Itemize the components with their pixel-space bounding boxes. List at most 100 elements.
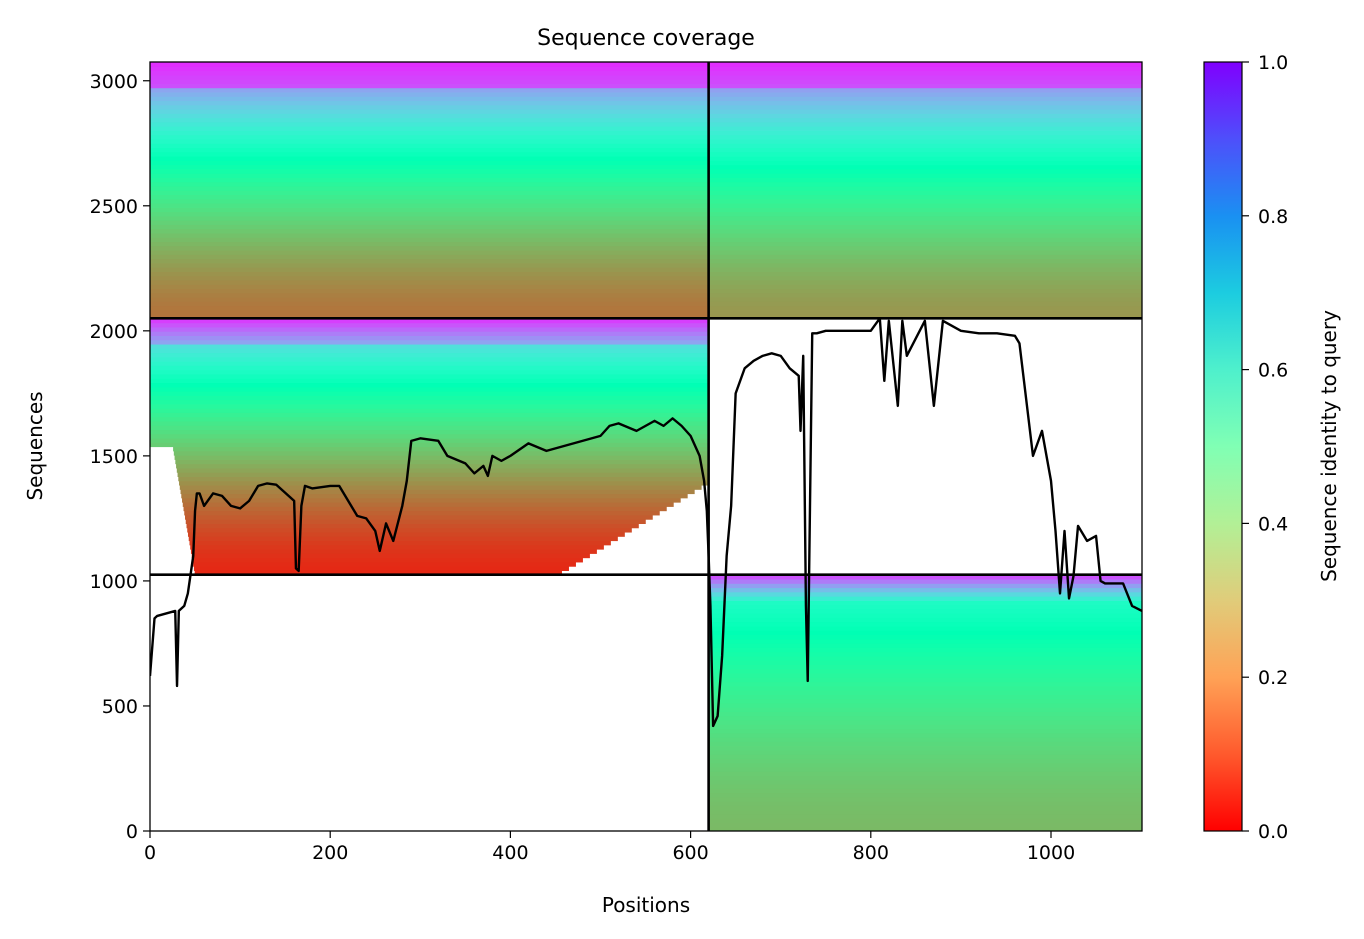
coverage-band [708,79,1142,84]
coverage-line [150,317,1142,728]
coverage-band [194,570,562,576]
coverage-band [708,596,1142,601]
x-tick-label: 600 [672,842,708,864]
coverage-band [708,621,1142,627]
coverage-band [150,339,709,345]
coverage-band [708,168,1142,174]
coverage-band [708,245,1142,251]
coverage-band [708,301,1142,307]
coverage-band [150,173,709,178]
y-tick-label: 0 [126,821,138,843]
coverage-band [708,826,1142,831]
coverage-band [708,232,1142,238]
coverage-band [150,190,709,196]
coverage-band [150,155,709,161]
coverage-band [708,651,1142,657]
coverage-band [150,241,709,247]
coverage-band [150,301,709,307]
coverage-band [193,561,576,567]
coverage-band [187,527,632,533]
coverage-band [175,459,709,465]
coverage-band [708,625,1142,631]
coverage-band [150,151,709,157]
coverage-band [150,267,709,272]
coverage-band [150,390,709,396]
coverage-band [708,677,1142,683]
coverage-band [708,62,1142,67]
coverage-band [150,143,709,149]
coverage-band [179,480,709,486]
coverage-block [150,318,709,576]
coverage-band [150,382,709,388]
x-axis: 0 200 400 600 800 1000 [144,831,1075,864]
coverage-band [708,249,1142,255]
coverage-band [150,343,709,349]
coverage-band [150,177,709,183]
coverage-band [150,100,709,106]
coverage-band [708,672,1142,678]
coverage-band [708,792,1142,798]
coverage-band [150,356,709,362]
coverage-band [708,613,1142,618]
coverage-band [708,664,1142,670]
coverage-band [150,399,709,405]
chart-title: Sequence coverage [537,26,755,51]
coverage-band [708,681,1142,687]
coverage-band [708,788,1142,794]
coverage-band [708,190,1142,196]
coverage-block [150,62,709,319]
coverage-band [178,476,709,482]
y-axis: 0 500 1000 1500 2000 2500 3000 [90,71,150,843]
coverage-band [150,335,709,341]
coverage-band [708,262,1142,268]
coverage-band [150,442,709,448]
coverage-band [708,643,1142,648]
coverage-band [708,202,1142,208]
coverage-band [191,553,590,559]
coverage-band [708,215,1142,221]
coverage-band [150,113,709,119]
coverage-band [150,194,709,200]
coverage-band [150,66,709,72]
coverage-band [708,818,1142,824]
coverage-band [708,698,1142,704]
coverage-band [150,70,709,76]
coverage-band [193,566,569,571]
coverage-band [150,403,709,409]
coverage-band [150,395,709,401]
coverage-band [708,809,1142,815]
coverage-band [192,557,583,563]
coverage-band [708,741,1142,747]
coverage-band [708,241,1142,247]
coverage-band [708,284,1142,290]
coverage-band [176,463,709,469]
coverage-band [176,467,709,473]
coverage-band [708,587,1142,593]
coverage-band [708,181,1142,187]
coverage-band [150,305,709,311]
coverage-band [150,275,709,281]
x-axis-label: Positions [602,893,690,917]
coverage-band [708,96,1142,102]
coverage-band [708,91,1142,97]
coverage-band [150,378,709,384]
coverage-band [150,237,709,243]
colorbar-tick-label: 0.4 [1258,513,1288,535]
coverage-band [708,690,1142,695]
coverage-band [187,531,625,537]
coverage-band [708,766,1142,772]
y-tick-label: 500 [102,696,138,718]
x-tick-label: 0 [144,842,156,864]
coverage-band [708,822,1142,828]
coverage-band [708,591,1142,597]
coverage-band [708,732,1142,738]
coverage-band [188,536,618,542]
coverage-band [150,202,709,208]
y-tick-label: 2000 [90,321,138,343]
coverage-band [150,130,709,136]
coverage-band [708,771,1142,777]
coverage-band [150,292,709,298]
coverage-band [708,121,1142,127]
coverage-band [708,108,1142,114]
coverage-band [708,113,1142,119]
